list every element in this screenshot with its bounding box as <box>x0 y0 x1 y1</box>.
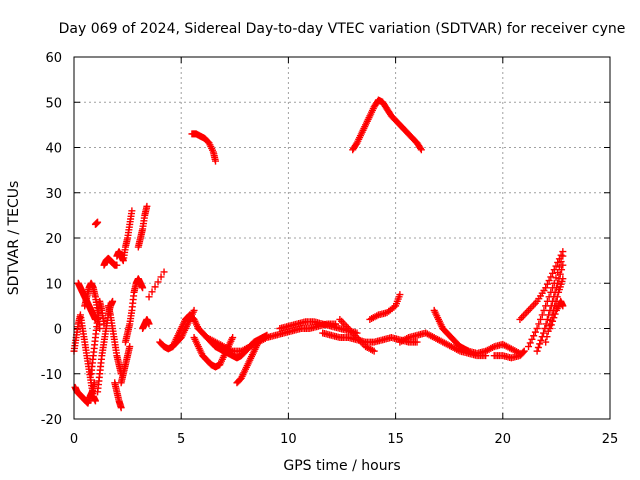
data-point-arc-g <box>113 261 121 269</box>
data-point-arc-ak <box>549 317 557 325</box>
plot-frame <box>73 56 611 420</box>
data-point-arc-n <box>143 202 151 210</box>
data-point-arc-aj <box>543 333 551 341</box>
data-point-arc-p <box>148 288 156 296</box>
data-point-arc-j <box>94 218 102 226</box>
x-tick-label: 5 <box>177 432 185 447</box>
x-tick-label: 15 <box>387 432 404 447</box>
data-point-arc-ai <box>543 315 551 323</box>
y-axis-label: SDTVAR / TECUs <box>6 181 22 296</box>
data-point-arc-f <box>109 297 117 305</box>
tick-labels: 0 5 10 15 20 25 -20 -10 0 10 20 30 40 50 60 <box>41 51 619 447</box>
chart-title: Day 069 of 2024, Sidereal Day-to-day VTE… <box>59 21 626 37</box>
data-point-arc-k <box>128 207 136 215</box>
data-point-arc-ah <box>533 325 541 332</box>
y-tick-label: 30 <box>45 187 62 202</box>
x-axis-label: GPS time / hours <box>283 458 400 474</box>
y-tick-label: -10 <box>41 368 62 383</box>
data-point-arc-ai <box>540 329 548 337</box>
data-point-arc-p <box>160 268 168 276</box>
data-point-arc-o <box>145 320 153 328</box>
data-point-arc-ai <box>536 340 544 348</box>
data-point-arc-ah <box>530 332 538 340</box>
data-point-arc-ah <box>537 315 545 323</box>
data-point-arc-ag <box>542 284 550 292</box>
data-point-arc-i <box>117 404 125 412</box>
data-point-arc-ai <box>556 270 564 278</box>
data-point-arc-y <box>413 338 421 346</box>
data-point-arc-af <box>519 348 527 356</box>
data-point-arc-z <box>370 347 378 355</box>
data-point-arc-b <box>90 379 98 387</box>
data-point-arc-ai <box>537 336 545 344</box>
data-point-arc-ah <box>540 306 548 314</box>
y-tick-label: 20 <box>45 232 62 247</box>
data-point-arc-aa <box>396 291 404 299</box>
x-tick-label: 0 <box>70 432 78 447</box>
y-tick-label: 10 <box>45 277 62 292</box>
data-point-arc-ag <box>554 258 562 266</box>
x-tick-label: 10 <box>280 432 297 447</box>
y-tick-label: 0 <box>54 323 62 338</box>
y-tick-label: 40 <box>45 142 62 157</box>
data-point-arc-aj <box>553 293 561 301</box>
data-point-arc-ah <box>538 311 546 319</box>
data-point-arc-ab <box>417 146 425 154</box>
data-point-arc-m <box>139 284 147 292</box>
data-point-arc-ah <box>535 320 543 328</box>
data-point-arc-p <box>145 293 153 301</box>
data-point-arc-ag <box>552 262 560 270</box>
data-point-arc-ak <box>551 310 559 318</box>
x-tick-label: 25 <box>602 432 619 447</box>
data-point-arc-s <box>212 157 220 165</box>
data-point-arc-p <box>157 273 165 281</box>
data-point-arc-aj <box>559 275 567 283</box>
data-point-arc-p <box>154 278 162 286</box>
y-tick-label: 50 <box>45 96 62 111</box>
data-point-arc-ai <box>554 279 562 287</box>
data-point-arc-ak <box>559 302 567 310</box>
data-point-arc-ah <box>559 252 567 260</box>
data-point-arc-ah <box>526 339 534 347</box>
data-point-arc-l <box>126 343 134 351</box>
data-point-arc-ag <box>543 280 551 288</box>
data-marks <box>70 96 567 412</box>
data-point-arc-ah <box>528 335 536 343</box>
data-point-arc-af <box>520 347 528 355</box>
y-tick-label: -20 <box>41 413 62 428</box>
data-point-arc-ah <box>531 328 539 336</box>
data-point-arc-ak <box>550 314 558 322</box>
data-point-arc-ah <box>525 343 533 351</box>
grid-lines <box>74 57 610 419</box>
data-point-arc-q <box>190 306 198 314</box>
data-point-arc-ai <box>558 266 566 274</box>
data-point-arc-p <box>151 283 159 291</box>
data-point-arc-ai <box>559 261 567 269</box>
data-point-arc-aj <box>542 338 550 346</box>
data-point-arc-ag <box>549 269 557 277</box>
data-point-arc-ag <box>547 273 555 281</box>
data-point-arc-ak <box>547 321 555 329</box>
y-tick-label: 60 <box>45 51 62 66</box>
data-point-arc-t <box>229 334 237 342</box>
data-point-arc-ah <box>557 258 565 266</box>
data-point-arc-ai <box>534 344 542 352</box>
data-point-arc-ag <box>545 277 553 285</box>
data-point-arc-ai <box>533 347 541 355</box>
x-tick-label: 20 <box>495 432 512 447</box>
data-point-arc-ab <box>416 144 424 152</box>
data-point-arc-ag <box>557 251 565 259</box>
data-point-arc-a <box>91 397 99 405</box>
data-point-arc-ak <box>546 325 554 332</box>
